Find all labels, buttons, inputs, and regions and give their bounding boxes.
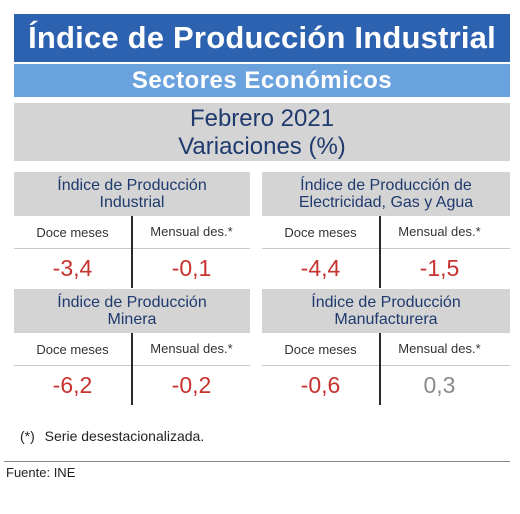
column-monthly: Mensual des.*	[398, 224, 481, 239]
divider-line	[4, 461, 510, 462]
value-twelve-months: -3,4	[52, 255, 93, 281]
value-monthly: 0,3	[423, 372, 456, 398]
column-twelve-months: Doce meses	[36, 225, 109, 240]
footnote-text: Serie desestacionalizada.	[44, 428, 205, 444]
column-divider	[379, 333, 381, 405]
panel-values: -3,4 -0,1	[14, 249, 250, 290]
panel-industrial: Índice de Producción Industrial Doce mes…	[14, 172, 250, 290]
panel-title-line1: Índice de Producción	[57, 294, 207, 311]
column-monthly: Mensual des.*	[398, 341, 481, 356]
column-twelve-months: Doce meses	[36, 342, 109, 357]
column-monthly: Mensual des.*	[150, 341, 233, 356]
period-box: Febrero 2021 Variaciones (%)	[14, 103, 510, 161]
panel-values: -6,2 -0,2	[14, 366, 250, 407]
panel-title: Índice de Producción Minera	[14, 289, 250, 333]
footnote: (*) Serie desestacionalizada.	[20, 428, 204, 444]
unit-label: Variaciones (%)	[178, 133, 346, 160]
panel-title: Índice de Producción de Electricidad, Ga…	[262, 172, 510, 216]
value-twelve-months: -6,2	[52, 372, 93, 398]
value-monthly: -1,5	[419, 255, 460, 281]
subtitle: Sectores Económicos	[14, 64, 510, 97]
value-monthly: -0,1	[171, 255, 212, 281]
column-divider	[131, 333, 133, 405]
panel-title-line1: Índice de Producción	[311, 294, 461, 311]
value-twelve-months: -0,6	[300, 372, 341, 398]
panel-mining: Índice de Producción Minera Doce meses M…	[14, 289, 250, 407]
panel-values: -0,6 0,3	[262, 366, 510, 407]
panel-values: -4,4 -1,5	[262, 249, 510, 290]
value-monthly: -0,2	[171, 372, 212, 398]
panel-title-line2: Electricidad, Gas y Agua	[298, 194, 474, 211]
column-twelve-months: Doce meses	[284, 225, 357, 240]
footnote-mark: (*)	[20, 428, 35, 444]
panel-column-headers: Doce meses Mensual des.*	[262, 216, 510, 249]
main-title: Índice de Producción Industrial	[14, 14, 510, 62]
panel-title-line2: Industrial	[99, 194, 165, 211]
column-monthly: Mensual des.*	[150, 224, 233, 239]
period-label: Febrero 2021	[189, 105, 335, 132]
column-divider	[131, 216, 133, 288]
panel-title: Índice de Producción Manufacturera	[262, 289, 510, 333]
value-twelve-months: -4,4	[300, 255, 341, 281]
panel-manufacturing: Índice de Producción Manufacturera Doce …	[262, 289, 510, 407]
column-divider	[379, 216, 381, 288]
source-label: Fuente: INE	[6, 465, 76, 480]
panel-title-line1: Índice de Producción de	[300, 177, 472, 194]
panel-title: Índice de Producción Industrial	[14, 172, 250, 216]
column-twelve-months: Doce meses	[284, 342, 357, 357]
panel-title-line1: Índice de Producción	[57, 177, 207, 194]
panel-title-line2: Manufacturera	[334, 311, 438, 328]
panel-column-headers: Doce meses Mensual des.*	[262, 333, 510, 366]
panel-electricity: Índice de Producción de Electricidad, Ga…	[262, 172, 510, 290]
panel-title-line2: Minera	[107, 311, 157, 328]
